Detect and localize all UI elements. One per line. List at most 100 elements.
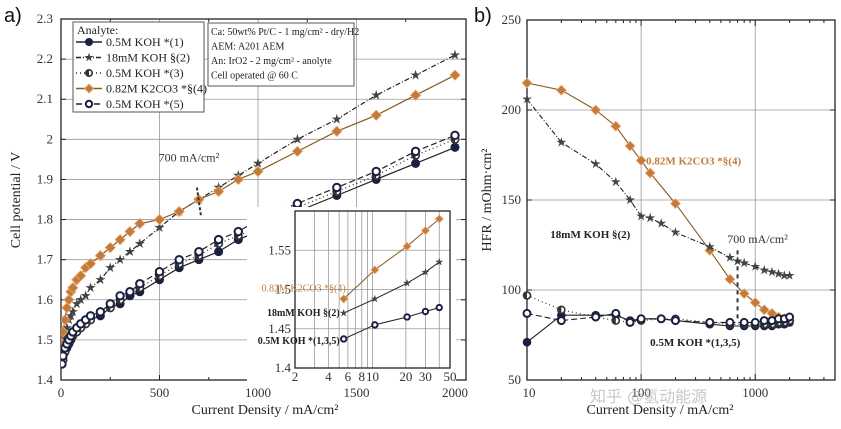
data-point [411, 158, 421, 168]
info-line: An: IrO2 - 2 mg/cm² - anolyte [211, 56, 332, 67]
data-point [213, 234, 224, 245]
label-05m-b: 0.5M KOH *(1,3,5) [650, 337, 740, 349]
data-point [767, 266, 777, 277]
inset-y-tick-label: 1.55 [268, 242, 291, 257]
data-point [332, 182, 342, 193]
inset-data-point [403, 313, 411, 321]
inset-y-tick-label: 1.4 [275, 360, 292, 375]
data-point [556, 316, 566, 326]
data-point [750, 261, 761, 271]
x-tick-label: 10 [523, 385, 536, 400]
y-tick-label: 250 [502, 12, 522, 27]
inset-data-point [340, 335, 348, 343]
info-line: Cell operated @ 60 C [211, 71, 298, 82]
panel-label-a: a) [4, 5, 22, 27]
inset-label-18mm: 18mM KOH §(2) [267, 308, 340, 319]
y-tick-label: 2.1 [37, 91, 53, 106]
series-b-0-82m-k2co3-4- [521, 77, 796, 327]
data-point [104, 241, 116, 254]
inset-data-point [434, 214, 444, 224]
data-point [635, 154, 647, 166]
data-point [61, 359, 67, 369]
data-point [292, 133, 303, 144]
data-point [645, 212, 656, 223]
y-tick-label: 2 [47, 131, 54, 146]
data-point [85, 311, 96, 321]
data-point [134, 238, 145, 248]
data-point [759, 265, 770, 275]
data-point [610, 120, 622, 132]
data-point [779, 270, 790, 280]
data-point [449, 69, 461, 81]
inset-x-tick-label: 30 [419, 369, 432, 384]
x-axis-label-b: Current Density / mA/cm² [587, 403, 734, 418]
data-point [724, 273, 736, 285]
y-tick-label: 1.7 [37, 252, 54, 267]
data-point [212, 185, 225, 198]
inset-data-point [371, 321, 379, 329]
inset-data-point [403, 279, 412, 287]
inset-x-tick-label: 10 [366, 369, 379, 384]
legend-entry: 18mM KOH §(2) [106, 51, 190, 65]
data-point [656, 314, 666, 324]
data-point [75, 294, 86, 305]
data-point [410, 146, 421, 157]
data-point [194, 246, 204, 257]
series-line [526, 312, 790, 324]
data-point [784, 270, 795, 280]
inset-data-point [339, 294, 349, 304]
data-point [522, 337, 532, 347]
data-point [114, 233, 126, 246]
legend-marker [85, 69, 94, 78]
y-axis-label-b: HFR / mOhm·cm² [480, 149, 495, 252]
inset-series [339, 257, 444, 317]
data-point [105, 299, 115, 309]
data-point [522, 308, 532, 318]
series-line [526, 98, 790, 277]
data-point [371, 89, 382, 100]
data-point [331, 113, 342, 124]
info-line: Ca: 50wt% Pt/C - 1 mg/cm² - dry/H2 [211, 27, 359, 38]
inset-x-tick-label: 4 [325, 369, 332, 384]
legend-entry: 0.82M K2CO3 *§(4) [106, 82, 207, 96]
data-point [124, 246, 136, 256]
label-18mm-b: 18mM KOH §(2) [550, 229, 630, 241]
data-point [704, 241, 715, 251]
data-point [153, 213, 166, 226]
x-tick-label: 1000 [742, 385, 768, 400]
data-point [725, 317, 735, 327]
legend-a: Analyte:0.5M KOH *(1)18mM KOH §(2)0.5M K… [72, 21, 207, 113]
info-line: AEM: A201 AEM [211, 42, 284, 53]
data-point [291, 145, 304, 158]
data-point [61, 351, 68, 361]
data-point [624, 140, 636, 152]
data-point [739, 317, 749, 327]
data-point [521, 77, 533, 89]
inset-series [339, 214, 444, 304]
y-axis-label-a: Cell potential / V [9, 152, 24, 249]
data-point [670, 227, 681, 237]
inset-data-point [370, 265, 380, 275]
legend-box [72, 21, 205, 113]
inset-data-point [370, 294, 379, 303]
data-point [611, 316, 621, 325]
data-point [738, 288, 750, 300]
data-point [611, 308, 621, 318]
data-point [705, 317, 715, 327]
data-point [105, 262, 116, 273]
panel-b: b) 50 100 150 200 250 10 100 1000 Current Density… [474, 5, 836, 418]
inset-x-tick-label: 20 [399, 369, 412, 384]
data-point [750, 317, 760, 327]
data-point [591, 312, 601, 322]
data-point [61, 322, 72, 333]
y-tick-label: 200 [502, 102, 522, 117]
data-point [749, 297, 761, 309]
annotation-700-b: 700 mA/cm² [727, 232, 788, 246]
x-axis-label-a: Current Density / mA/cm² [192, 403, 339, 418]
inset-label-05m: 0.5M KOH *(1,3,5) [258, 336, 340, 347]
data-point [63, 294, 75, 306]
data-point [590, 158, 601, 169]
data-point [154, 267, 165, 277]
inset-background [247, 207, 456, 384]
